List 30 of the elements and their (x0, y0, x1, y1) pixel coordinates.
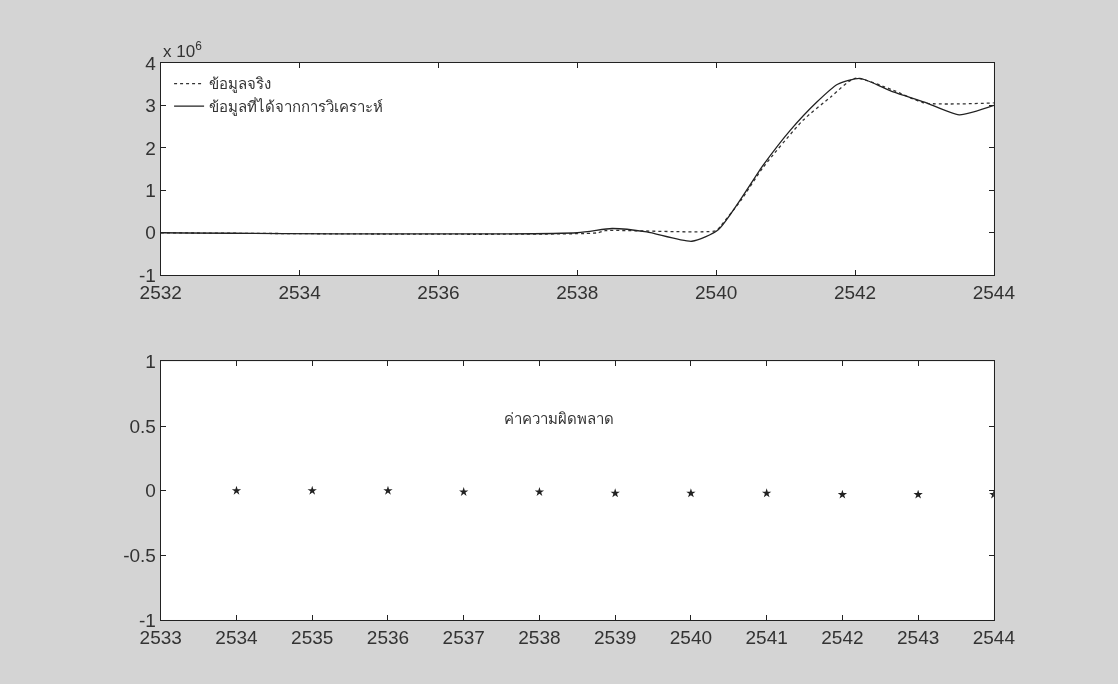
y-tick-label: 3 (145, 95, 156, 117)
y-tick-label: 1 (145, 179, 156, 201)
y-tick-label: -0.5 (123, 544, 156, 566)
x-tick-label: 2534 (278, 282, 322, 303)
x-tick-label: 2538 (518, 626, 561, 648)
x-tick-label: 2542 (821, 626, 864, 648)
x-tick-label: 2534 (215, 626, 259, 648)
x-tick-label: 2535 (291, 626, 334, 648)
x-tick-label: 2537 (442, 626, 485, 648)
x-tick-label: 2539 (594, 626, 637, 648)
x-tick-label: 2544 (972, 282, 1016, 303)
y-tick-label: 2 (145, 137, 156, 159)
x-tick-label: 2536 (366, 626, 410, 648)
y-tick-label: 4 (145, 52, 157, 74)
x-tick-label: 2542 (833, 282, 877, 303)
annotation: ค่าความผิดพลาด (504, 410, 614, 427)
x-tick-label: 2541 (745, 626, 788, 648)
y-tick-label: 1 (145, 351, 156, 373)
x-tick-label: 2544 (972, 626, 1016, 648)
x-tick-label: 2543 (897, 626, 940, 648)
y-tick-label: 0.5 (129, 415, 156, 437)
x-tick-label: 2540 (669, 626, 713, 648)
y-tick-label: 0 (145, 222, 156, 244)
x-tick-label: 2536 (417, 282, 460, 303)
x-tick-label: 2538 (556, 282, 599, 303)
legend-label: ข้อมูลจริง (209, 75, 272, 94)
y-axis-title: x 10$^{6}$ (163, 39, 203, 62)
x-tick-label: 2540 (695, 282, 738, 303)
legend-label: ข้อมูลที่ได้จากการวิเคราะห์ (209, 95, 384, 116)
y-tick-label: 0 (145, 480, 156, 502)
